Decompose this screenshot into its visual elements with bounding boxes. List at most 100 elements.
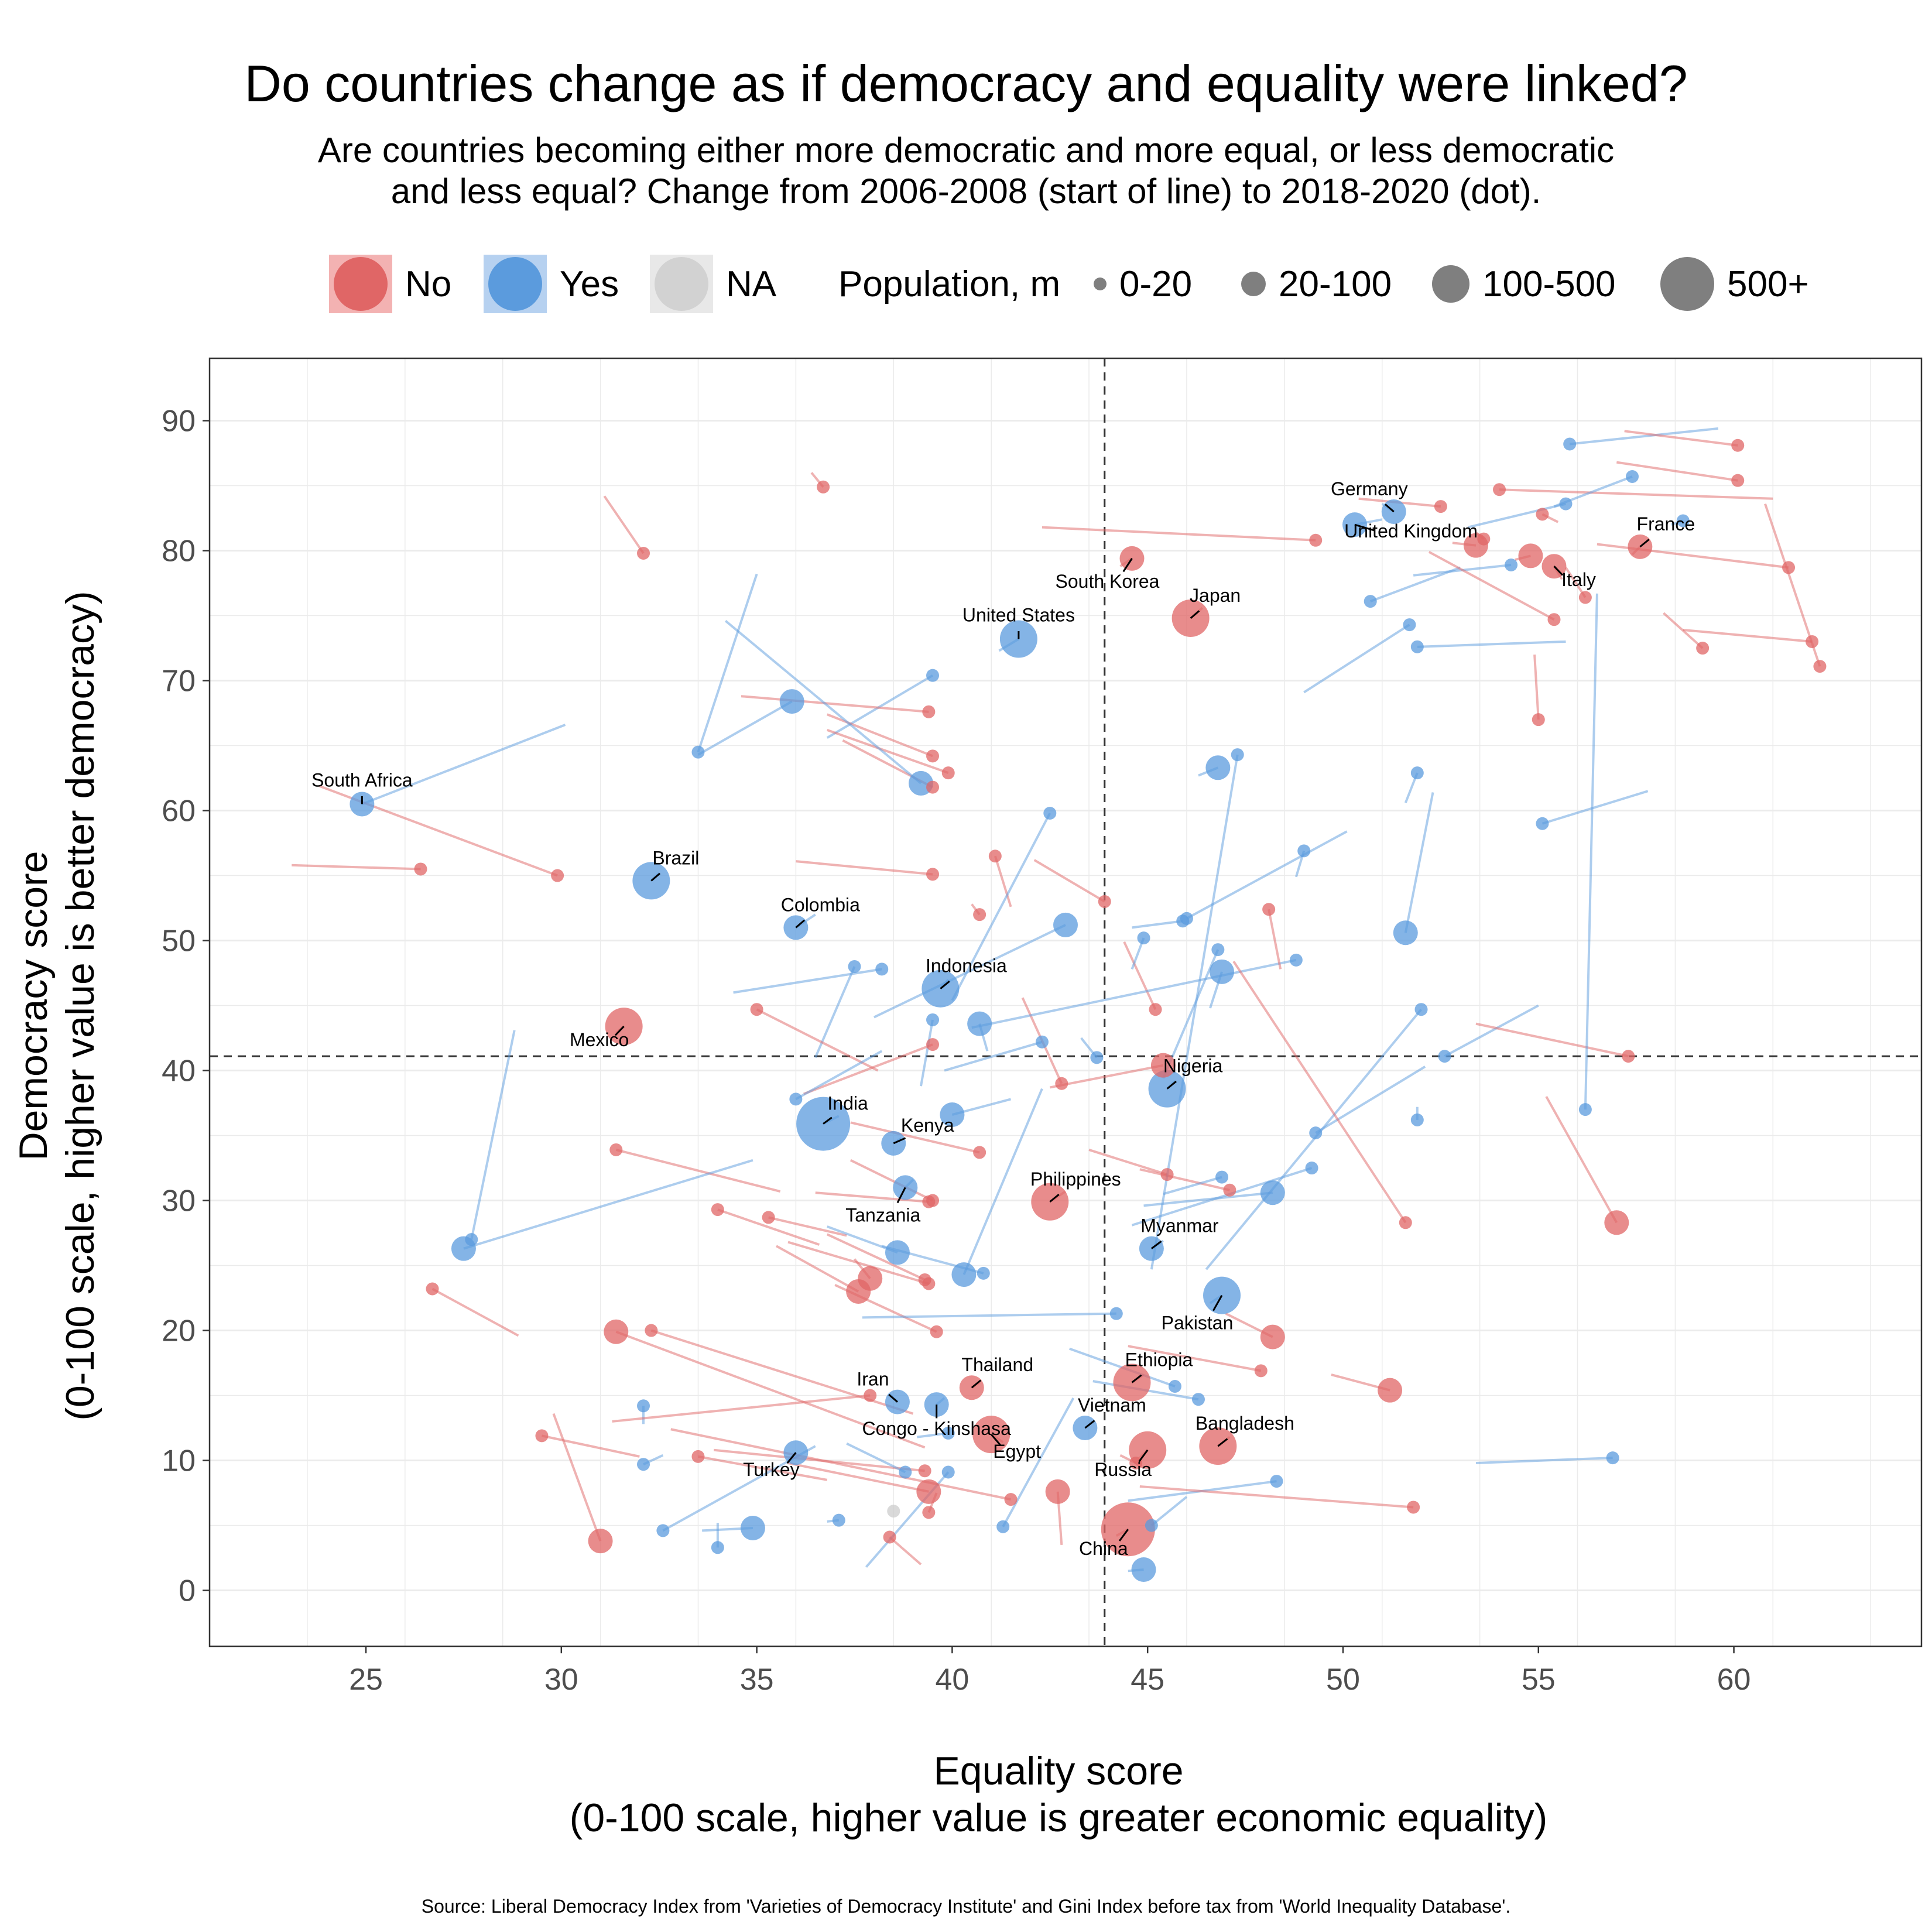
change-segment <box>814 966 856 1059</box>
data-point <box>926 1013 940 1026</box>
change-segment <box>463 1159 753 1250</box>
data-point <box>609 1143 623 1156</box>
source-note: Source: Liberal Democracy Index from 'Va… <box>421 1896 1511 1917</box>
change-segment <box>292 864 421 871</box>
chart-title: Do countries change as if democracy and … <box>244 54 1688 112</box>
label-leader <box>1639 539 1650 548</box>
legend-size-0-20: 0-20 <box>1094 249 1192 319</box>
legend-size-20-100: 20-100 <box>1241 249 1392 319</box>
change-segment <box>733 968 882 994</box>
change-segment <box>1268 909 1282 970</box>
data-point <box>1625 470 1639 484</box>
data-point <box>967 1011 992 1036</box>
point-label: Italy <box>1561 569 1596 590</box>
data-point <box>1160 1168 1174 1181</box>
data-point <box>1578 591 1592 604</box>
x-tick-label: 45 <box>1131 1663 1164 1697</box>
change-segment <box>1132 920 1183 929</box>
data-point <box>1149 1003 1162 1016</box>
label-leader <box>1138 1449 1149 1462</box>
label-leader <box>614 1026 625 1036</box>
data-point <box>899 1465 912 1479</box>
y-tick-label: 30 <box>162 1184 196 1218</box>
label-leader <box>1190 610 1200 619</box>
data-point <box>1289 953 1303 967</box>
label-leader <box>1084 1420 1095 1429</box>
point-label: Russia <box>1094 1459 1152 1480</box>
change-segment <box>724 619 922 785</box>
data-point <box>1262 903 1276 916</box>
change-segment <box>717 1208 820 1246</box>
data-point <box>1129 1456 1143 1469</box>
change-segment <box>698 1455 828 1481</box>
data-point <box>996 1520 1010 1533</box>
data-point <box>922 1506 936 1519</box>
data-point <box>1676 514 1690 527</box>
reference-lines <box>210 358 1921 1646</box>
y-axis-ticks: 0 10 20 30 40 50 60 70 80 90 <box>162 405 210 1608</box>
data-point <box>1053 912 1078 937</box>
data-point <box>1604 1210 1629 1235</box>
change-segment <box>615 1330 926 1449</box>
data-point <box>941 1426 955 1440</box>
data-point <box>1518 543 1543 568</box>
data-point <box>916 1479 941 1504</box>
change-segment <box>756 1008 879 1072</box>
data-point <box>926 669 940 682</box>
change-segment <box>552 1413 602 1542</box>
point-label: China <box>1079 1538 1128 1559</box>
change-segment <box>850 1121 980 1154</box>
y-tick-label: 90 <box>162 405 196 439</box>
data-point <box>1043 806 1057 820</box>
data-point <box>637 1399 650 1413</box>
x-tick-label: 50 <box>1326 1663 1360 1697</box>
data-point <box>846 1279 871 1304</box>
data-point <box>1547 613 1561 626</box>
point-label: Nigeria <box>1163 1056 1223 1077</box>
label-leader <box>650 872 661 882</box>
data-point <box>1270 1475 1283 1488</box>
data-point <box>1563 437 1577 451</box>
change-segment <box>431 1287 519 1337</box>
legend-size-500plus: 500+ <box>1660 249 1809 319</box>
change-segment <box>670 1428 1011 1501</box>
change-segment <box>994 855 1012 907</box>
point-label: Brazil <box>652 847 699 868</box>
change-segment <box>1143 1191 1273 1207</box>
data-point <box>885 1240 910 1265</box>
y-tick-label: 10 <box>162 1444 196 1478</box>
point-label: South Korea <box>1056 571 1160 592</box>
legend-size-dot-0-20 <box>1094 278 1107 290</box>
data-point <box>691 1450 705 1463</box>
point-label: Turkey <box>743 1459 800 1480</box>
data-point <box>1505 558 1518 571</box>
change-segment <box>1624 430 1738 447</box>
point-label: India <box>827 1093 868 1114</box>
change-segment <box>1499 488 1773 500</box>
change-segment <box>1315 1066 1426 1134</box>
label-leader <box>940 980 950 989</box>
label-leader <box>1385 503 1395 513</box>
change-segment <box>1002 1397 1075 1527</box>
change-segment <box>1205 1008 1423 1270</box>
change-segment <box>1569 427 1719 446</box>
y-tick-label: 0 <box>179 1574 196 1608</box>
data-point <box>1098 895 1111 908</box>
data-point <box>1410 766 1424 780</box>
x-tick-label: 60 <box>1717 1663 1751 1697</box>
legend-size-dot-20-100 <box>1241 272 1266 296</box>
data-point <box>465 1233 478 1246</box>
data-point <box>1305 1162 1318 1175</box>
legend-swatch-yes <box>484 255 547 313</box>
data-point <box>414 862 427 876</box>
data-point <box>848 960 861 973</box>
label-leader <box>1217 1438 1228 1447</box>
change-segment <box>1049 1064 1164 1089</box>
x-tick-label: 35 <box>740 1663 774 1697</box>
legend-label-yes: Yes <box>560 263 619 304</box>
data-point <box>1434 500 1447 513</box>
data-point <box>1145 1519 1158 1532</box>
data-point <box>637 546 650 560</box>
change-segment <box>1428 551 1555 621</box>
x-axis-title: Equality score <box>933 1749 1183 1793</box>
